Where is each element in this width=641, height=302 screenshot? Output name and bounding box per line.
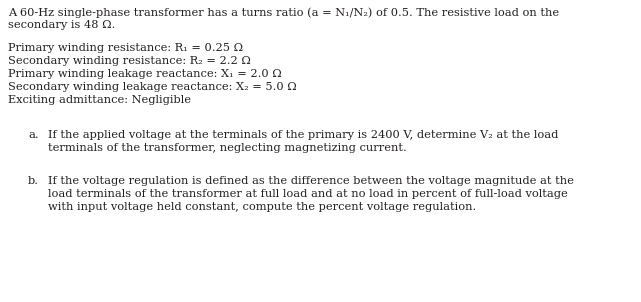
- Text: load terminals of the transformer at full load and at no load in percent of full: load terminals of the transformer at ful…: [48, 189, 568, 199]
- Text: with input voltage held constant, compute the percent voltage regulation.: with input voltage held constant, comput…: [48, 202, 476, 212]
- Text: A 60-Hz single-phase transformer has a turns ratio (a = N₁/N₂) of 0.5. The resis: A 60-Hz single-phase transformer has a t…: [8, 7, 559, 18]
- Text: Secondary winding resistance: R₂ = 2.2 Ω: Secondary winding resistance: R₂ = 2.2 Ω: [8, 56, 251, 66]
- Text: If the applied voltage at the terminals of the primary is 2400 V, determine V₂ a: If the applied voltage at the terminals …: [48, 130, 558, 140]
- Text: a.: a.: [28, 130, 38, 140]
- Text: If the voltage regulation is defined as the difference between the voltage magni: If the voltage regulation is defined as …: [48, 176, 574, 186]
- Text: b.: b.: [28, 176, 39, 186]
- Text: secondary is 48 Ω.: secondary is 48 Ω.: [8, 20, 115, 30]
- Text: Primary winding resistance: R₁ = 0.25 Ω: Primary winding resistance: R₁ = 0.25 Ω: [8, 43, 243, 53]
- Text: Primary winding leakage reactance: X₁ = 2.0 Ω: Primary winding leakage reactance: X₁ = …: [8, 69, 282, 79]
- Text: Exciting admittance: Negligible: Exciting admittance: Negligible: [8, 95, 191, 105]
- Text: Secondary winding leakage reactance: X₂ = 5.0 Ω: Secondary winding leakage reactance: X₂ …: [8, 82, 297, 92]
- Text: terminals of the transformer, neglecting magnetizing current.: terminals of the transformer, neglecting…: [48, 143, 407, 153]
